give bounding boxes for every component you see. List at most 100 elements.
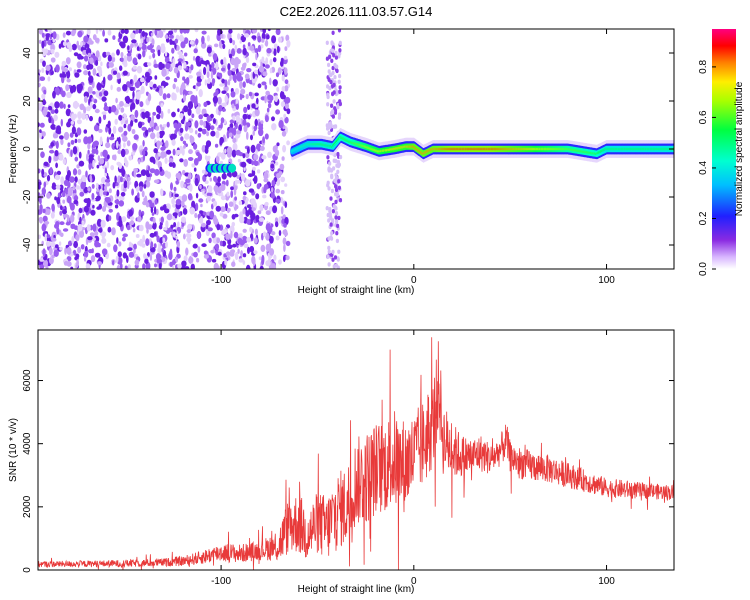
noise-speckle (104, 179, 111, 183)
noise-speckle (216, 237, 221, 244)
noise-streak (331, 114, 335, 119)
noise-speckle (276, 45, 280, 54)
noise-speckle (102, 149, 108, 158)
noise-speckle (284, 201, 288, 209)
noise-speckle (55, 128, 61, 135)
noise-speckle (67, 170, 71, 178)
noise-speckle (43, 172, 48, 178)
noise-speckle (197, 132, 202, 138)
noise-speckle (91, 148, 97, 154)
noise-speckle (120, 57, 124, 62)
noise-speckle (266, 47, 272, 54)
noise-streak (331, 30, 335, 35)
noise-speckle (200, 188, 206, 193)
noise-streak (327, 62, 331, 68)
noise-speckle (127, 176, 131, 182)
noise-speckle (79, 191, 85, 197)
noise-speckle (54, 244, 59, 249)
noise-speckle (183, 94, 186, 102)
noise-speckle (250, 134, 253, 141)
noise-speckle (76, 69, 82, 73)
noise-speckle (194, 29, 199, 33)
noise-speckle (203, 250, 208, 256)
noise-speckle (52, 133, 59, 139)
noise-speckle (150, 48, 156, 54)
noise-speckle (73, 185, 76, 190)
noise-speckle (140, 38, 144, 44)
noise-speckle (41, 223, 47, 232)
noise-speckle (245, 93, 249, 100)
noise-speckle (116, 237, 119, 244)
noise-speckle (96, 82, 102, 91)
noise-speckle (177, 122, 182, 129)
noise-speckle (196, 231, 201, 239)
colorbar-tick-label: 0.6 (698, 110, 709, 124)
noise-speckle (251, 78, 257, 84)
noise-speckle (99, 188, 104, 197)
noise-speckle (278, 230, 282, 236)
noise-speckle (211, 203, 214, 210)
noise-speckle (259, 265, 264, 269)
noise-speckle (221, 67, 226, 72)
noise-speckle (166, 121, 170, 128)
noise-speckle (181, 194, 188, 202)
noise-streak (326, 254, 330, 259)
noise-speckle (50, 142, 55, 147)
noise-speckle (59, 246, 63, 251)
noise-speckle (217, 29, 222, 36)
noise-speckle (65, 221, 71, 226)
noise-speckle (135, 234, 140, 238)
noise-speckle (265, 90, 271, 96)
noise-speckle (102, 29, 105, 37)
noise-speckle (252, 130, 255, 136)
noise-speckle (243, 243, 249, 248)
noise-speckle (276, 86, 280, 92)
noise-streak (327, 245, 331, 251)
y-tick-label: 0 (22, 567, 33, 573)
noise-speckle (280, 176, 286, 183)
noise-speckle (256, 143, 262, 152)
noise-speckle (254, 108, 260, 117)
noise-streak (333, 255, 338, 260)
noise-speckle (180, 136, 184, 142)
noise-speckle (175, 180, 179, 185)
noise-speckle (242, 119, 247, 126)
noise-speckle (94, 231, 99, 237)
noise-speckle (73, 240, 78, 249)
noise-streak (327, 69, 331, 74)
noise-speckle (76, 119, 82, 125)
noise-speckle (246, 68, 252, 73)
noise-speckle (236, 48, 242, 54)
noise-streak (329, 72, 333, 78)
noise-speckle (266, 34, 270, 40)
noise-speckle (162, 124, 167, 128)
noise-speckle (261, 56, 265, 62)
noise-speckle (60, 205, 63, 211)
noise-speckle (161, 247, 164, 253)
noise-speckle (220, 195, 226, 201)
noise-speckle (160, 188, 164, 197)
noise-speckle (39, 129, 42, 134)
noise-speckle (157, 141, 163, 146)
noise-speckle (228, 172, 232, 178)
noise-speckle (155, 253, 161, 261)
noise-speckle (94, 37, 100, 43)
noise-speckle (175, 235, 178, 240)
noise-speckle (77, 246, 82, 254)
noise-speckle (45, 36, 49, 41)
noise-speckle (116, 49, 120, 56)
noise-speckle (234, 88, 240, 95)
noise-speckle (111, 105, 117, 113)
noise-speckle (172, 212, 178, 217)
noise-speckle (101, 235, 105, 239)
noise-speckle (182, 76, 186, 81)
noise-speckle (207, 78, 211, 84)
noise-speckle (203, 120, 207, 128)
noise-speckle (71, 43, 77, 51)
noise-speckle (265, 210, 271, 216)
noise-speckle (170, 182, 173, 191)
noise-speckle (159, 124, 163, 128)
noise-speckle (87, 86, 93, 94)
noise-speckle (90, 255, 96, 263)
snr-plot-area (38, 330, 674, 570)
